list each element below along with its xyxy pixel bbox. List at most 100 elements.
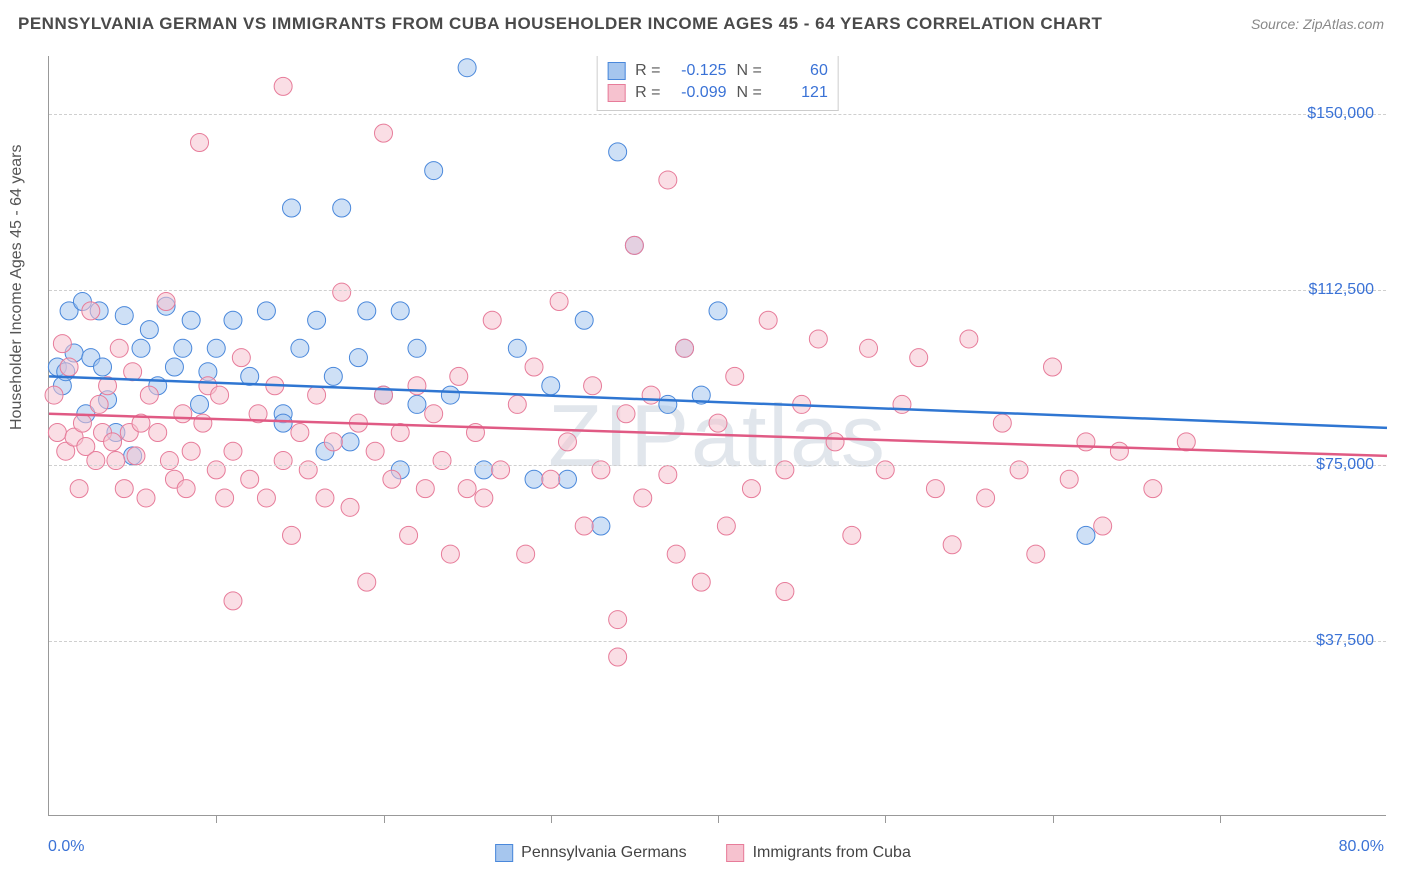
data-point — [408, 377, 426, 395]
data-point — [642, 386, 660, 404]
data-point — [358, 573, 376, 591]
data-point — [492, 461, 510, 479]
data-point — [659, 466, 677, 484]
data-point — [609, 611, 627, 629]
data-point — [717, 517, 735, 535]
data-point — [1094, 517, 1112, 535]
data-point — [333, 283, 351, 301]
data-point — [893, 395, 911, 413]
data-point — [692, 573, 710, 591]
data-point — [224, 442, 242, 460]
data-point — [517, 545, 535, 563]
data-point — [241, 470, 259, 488]
data-point — [316, 489, 334, 507]
data-point — [224, 311, 242, 329]
data-point — [1044, 358, 1062, 376]
data-point — [45, 386, 63, 404]
gridline — [49, 290, 1386, 291]
data-point — [160, 452, 178, 470]
data-point — [358, 302, 376, 320]
data-point — [1110, 442, 1128, 460]
y-tick-label: $112,500 — [1308, 281, 1374, 299]
data-point — [82, 302, 100, 320]
data-point — [124, 363, 142, 381]
data-point — [127, 447, 145, 465]
data-point — [73, 414, 91, 432]
data-point — [132, 339, 150, 357]
data-point — [458, 59, 476, 77]
data-point — [416, 480, 434, 498]
legend-swatch — [495, 844, 513, 862]
data-point — [149, 423, 167, 441]
data-point — [341, 433, 359, 451]
data-point — [408, 395, 426, 413]
data-point — [450, 367, 468, 385]
data-point — [174, 339, 192, 357]
data-point — [659, 395, 677, 413]
data-point — [776, 583, 794, 601]
data-point — [809, 330, 827, 348]
x-axis-max-label: 80.0% — [1339, 838, 1384, 856]
data-point — [60, 358, 78, 376]
data-point — [308, 386, 326, 404]
data-point — [709, 414, 727, 432]
data-point — [860, 339, 878, 357]
data-point — [333, 199, 351, 217]
data-point — [709, 302, 727, 320]
data-point — [349, 349, 367, 367]
data-point — [441, 386, 459, 404]
data-point — [776, 461, 794, 479]
data-point — [508, 339, 526, 357]
data-point — [232, 349, 250, 367]
data-point — [910, 349, 928, 367]
chart-container: PENNSYLVANIA GERMAN VS IMMIGRANTS FROM C… — [0, 0, 1406, 892]
data-point — [592, 517, 610, 535]
data-point — [667, 545, 685, 563]
data-point — [584, 377, 602, 395]
data-point — [87, 452, 105, 470]
data-point — [94, 358, 112, 376]
data-point — [1144, 480, 1162, 498]
data-point — [1077, 433, 1095, 451]
data-point — [140, 321, 158, 339]
data-point — [876, 461, 894, 479]
data-point — [115, 480, 133, 498]
data-point — [140, 386, 158, 404]
data-point — [508, 395, 526, 413]
data-point — [1027, 545, 1045, 563]
y-axis-title: Householder Income Ages 45 - 64 years — [8, 145, 26, 431]
data-point — [324, 433, 342, 451]
data-point — [926, 480, 944, 498]
data-point — [107, 452, 125, 470]
data-point — [115, 307, 133, 325]
data-point — [274, 452, 292, 470]
data-point — [676, 339, 694, 357]
gridline — [49, 114, 1386, 115]
legend-item: Immigrants from Cuba — [727, 844, 911, 862]
data-point — [274, 77, 292, 95]
data-point — [70, 480, 88, 498]
data-point — [383, 470, 401, 488]
x-tick — [1220, 815, 1221, 823]
data-point — [53, 335, 71, 353]
data-point — [207, 461, 225, 479]
data-point — [104, 433, 122, 451]
data-point — [525, 358, 543, 376]
data-point — [609, 648, 627, 666]
x-tick — [885, 815, 886, 823]
data-point — [408, 339, 426, 357]
data-point — [575, 517, 593, 535]
data-point — [400, 526, 418, 544]
data-point — [324, 367, 342, 385]
data-point — [291, 423, 309, 441]
data-point — [48, 423, 66, 441]
legend-label: Immigrants from Cuba — [753, 844, 911, 862]
data-point — [194, 414, 212, 432]
data-point — [224, 592, 242, 610]
data-point — [542, 377, 560, 395]
plot-area: ZIPatlas R =-0.125N =60R =-0.099N =121 $… — [48, 56, 1386, 816]
data-point — [625, 236, 643, 254]
data-point — [216, 489, 234, 507]
data-point — [90, 395, 108, 413]
data-point — [283, 526, 301, 544]
